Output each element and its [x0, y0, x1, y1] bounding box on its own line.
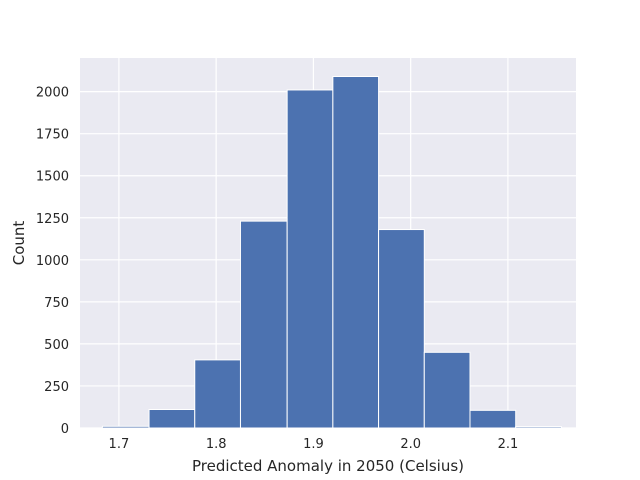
histogram-bar — [148, 409, 196, 429]
histogram-bars — [101, 76, 562, 429]
histogram-bar — [286, 89, 334, 429]
x-axis-label: Predicted Anomaly in 2050 (Celsius) — [192, 457, 464, 475]
y-tick-label: 1750 — [36, 128, 69, 143]
y-tick-label: 750 — [44, 296, 69, 311]
histogram-bar — [469, 409, 517, 429]
histogram-bar — [332, 76, 380, 429]
histogram-bar — [194, 359, 241, 429]
y-tick-label: 1500 — [36, 170, 69, 185]
x-tick-labels: 1.7 1.8 1.9 2.0 2.1 — [109, 437, 519, 452]
histogram-bar — [515, 426, 562, 429]
y-axis-label: Count — [10, 221, 28, 266]
histogram-bar — [378, 229, 425, 429]
histogram-bar — [423, 351, 471, 429]
x-tick-label: 1.7 — [109, 437, 130, 452]
histogram-bar — [239, 220, 288, 429]
histogram-bar — [101, 425, 150, 429]
x-tick-label: 1.8 — [206, 437, 227, 452]
y-tick-label: 0 — [61, 422, 69, 437]
y-tick-label: 1000 — [36, 254, 69, 269]
y-tick-label: 1250 — [36, 212, 69, 227]
y-tick-label: 500 — [44, 338, 69, 353]
y-tick-labels: 0 250 500 750 1000 1250 1500 1750 2000 — [36, 86, 69, 437]
y-tick-label: 2000 — [36, 86, 69, 101]
x-tick-label: 2.0 — [400, 437, 421, 452]
x-tick-label: 2.1 — [498, 437, 519, 452]
y-tick-label: 250 — [44, 380, 69, 395]
x-tick-label: 1.9 — [303, 437, 324, 452]
